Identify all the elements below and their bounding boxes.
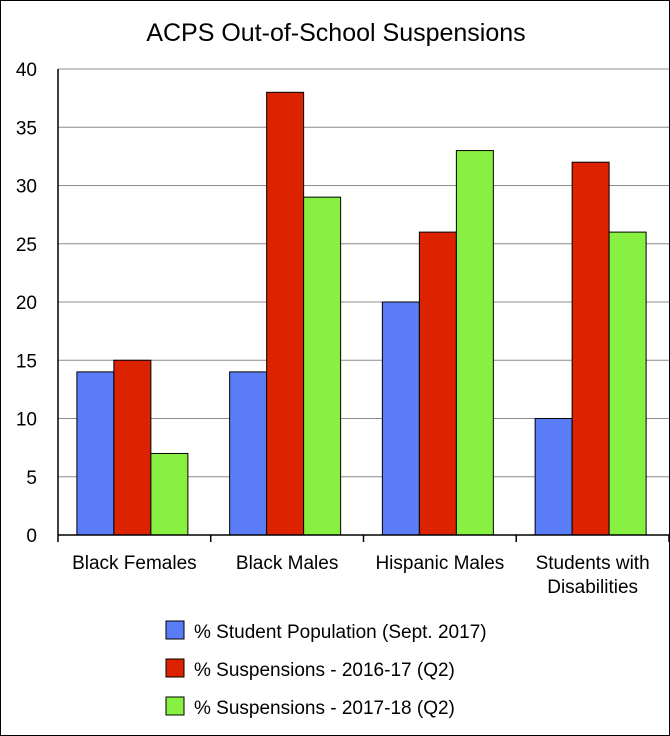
y-tick-label: 15 <box>16 351 37 372</box>
x-category-label: Black Males <box>236 553 338 574</box>
x-category-label: Hispanic Males <box>375 553 504 574</box>
axes <box>57 69 669 542</box>
bar <box>76 371 115 536</box>
y-tick-label: 10 <box>16 410 37 431</box>
legend-label: % Suspensions - 2016-17 (Q2) <box>194 660 455 681</box>
bar <box>303 196 342 536</box>
bar <box>418 231 457 536</box>
legend: % Student Population (Sept. 2017) % Suspe… <box>165 620 487 719</box>
y-tick-label: 5 <box>26 468 37 489</box>
bar <box>608 231 647 536</box>
bar <box>571 161 610 536</box>
bar <box>113 359 152 536</box>
bar <box>150 452 189 536</box>
x-category-label: Students with <box>536 553 650 574</box>
bar <box>455 150 494 536</box>
y-tick-label: 35 <box>16 118 37 139</box>
y-tick-label: 40 <box>16 60 37 81</box>
legend-swatch <box>165 620 185 640</box>
x-category-label: Black Females <box>72 553 197 574</box>
y-tick-label: 20 <box>16 293 37 314</box>
legend-label: % Suspensions - 2017-18 (Q2) <box>194 698 455 719</box>
bar <box>534 418 573 536</box>
legend-swatch <box>165 696 185 716</box>
y-axis-tick-labels: 0 5 10 15 20 25 30 35 40 <box>16 60 37 547</box>
y-tick-label: 0 <box>26 526 37 547</box>
bars <box>76 91 647 536</box>
legend-label: % Student Population (Sept. 2017) <box>194 622 487 643</box>
bar <box>381 301 420 536</box>
bar <box>229 371 268 536</box>
bar <box>266 91 305 536</box>
gridlines <box>58 68 669 478</box>
x-category-label: Disabilities <box>547 577 638 598</box>
legend-swatch <box>165 658 185 678</box>
y-tick-label: 30 <box>16 177 37 198</box>
x-axis-category-labels: Black Females Black Males Hispanic Males St… <box>72 553 650 598</box>
chart-title: ACPS Out-of-School Suspensions <box>146 19 525 47</box>
y-tick-label: 25 <box>16 235 37 256</box>
